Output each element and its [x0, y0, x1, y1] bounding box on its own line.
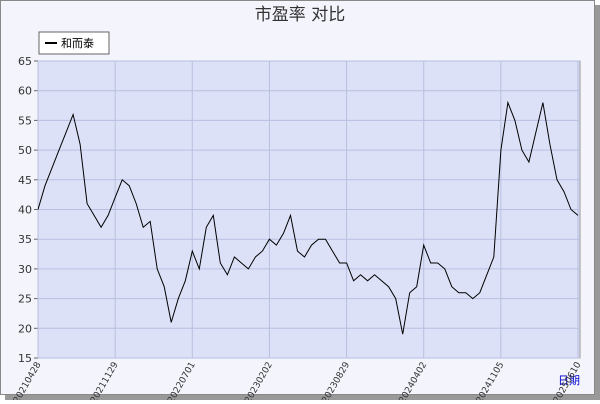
legend-label: 和而泰: [61, 36, 94, 50]
shadow: [5, 395, 600, 400]
x-axis-label: 日期: [558, 374, 580, 387]
legend: [38, 31, 110, 55]
y-tick-label: 60: [18, 85, 32, 98]
y-tick-label: 50: [18, 144, 32, 157]
chart-title: 市盈率 对比: [255, 5, 345, 25]
shadow: [595, 5, 600, 400]
line: [37, 100, 579, 335]
y-tick-label: 20: [18, 322, 32, 335]
y-tick-label: 65: [18, 55, 32, 68]
y-tick-label: 25: [18, 293, 32, 306]
y-tick-label: 40: [18, 204, 32, 217]
y-tick-label: 15: [18, 352, 32, 365]
y-tick-label: 45: [18, 174, 32, 187]
y-tick-label: 55: [18, 114, 32, 127]
y-tick-label: 35: [18, 233, 32, 246]
y-tick-label: 30: [18, 263, 32, 276]
